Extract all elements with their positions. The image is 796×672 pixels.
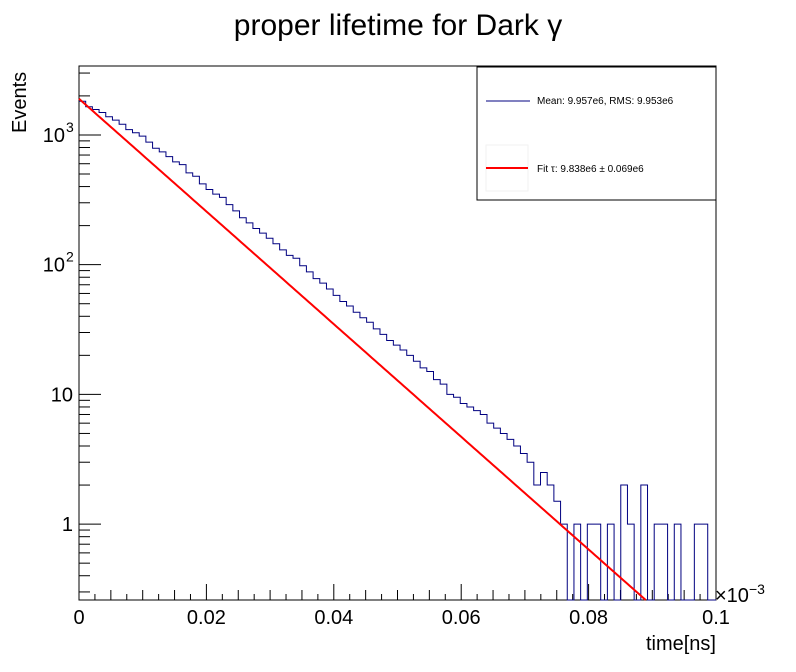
chart-title: proper lifetime for Dark γ: [234, 9, 562, 42]
y-tick-label: 10: [51, 384, 73, 406]
legend-box: [476, 66, 717, 201]
data-series: [78, 98, 716, 601]
x-axis-exponent: ×10−3: [715, 581, 765, 607]
x-tick-label: 0: [73, 607, 84, 629]
x-tick-label: 0.04: [314, 607, 353, 629]
legend: Mean: 9.957e6, RMS: 9.953e6 Fit τ: 9.838…: [476, 66, 717, 201]
histogram-line: [79, 100, 716, 601]
y-tick-exponent: 2: [66, 249, 74, 265]
y-tick-label: 10: [43, 255, 65, 277]
x-axis-title: time[ns]: [646, 633, 716, 655]
y-tick-label: 10: [43, 125, 65, 147]
x-tick-label: 0.1: [702, 607, 730, 629]
fit-line: [78, 98, 647, 601]
y-tick-label: 1: [62, 514, 73, 536]
legend-histogram-label: Mean: 9.957e6, RMS: 9.953e6: [537, 96, 674, 107]
legend-fit-label: Fit τ: 9.838e6 ± 0.069e6: [537, 164, 644, 175]
x-tick-label: 0.02: [187, 607, 226, 629]
x-tick-label: 0.06: [442, 607, 481, 629]
y-axis-title: Events: [9, 72, 31, 133]
x-axis: 0 0.02 0.04 0.06 0.08 0.1: [73, 584, 730, 629]
y-tick-exponent: 3: [66, 119, 74, 135]
x-tick-label: 0.08: [569, 607, 608, 629]
